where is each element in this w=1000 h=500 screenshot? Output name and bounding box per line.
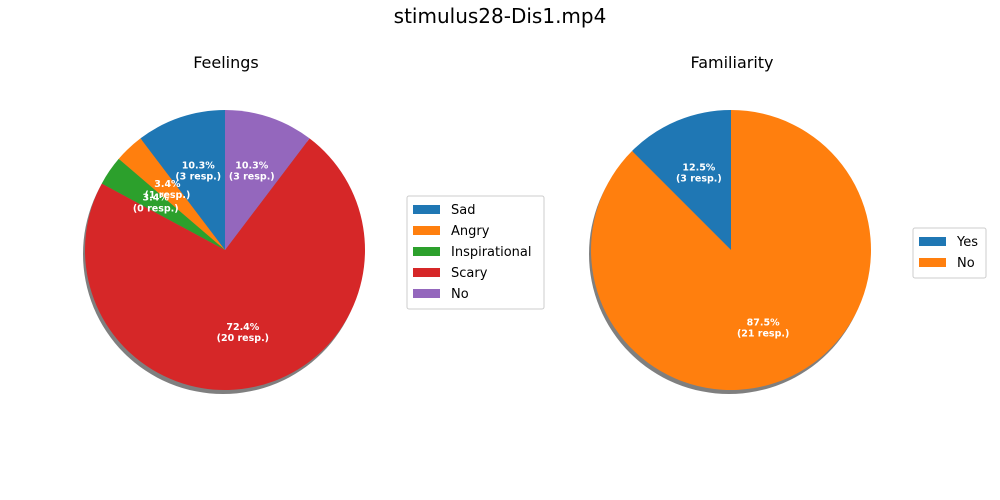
slice-label-angry: 3.4% (1 resp.) — [145, 179, 191, 201]
slice-label-inspirational: 3.4% (0 resp.) — [133, 192, 179, 214]
pie-slice-scary — [85, 138, 365, 390]
legend-swatch-scary — [413, 268, 440, 277]
legend-label-inspirational: Inspirational — [451, 245, 532, 260]
pie-slice-no — [225, 110, 310, 250]
chart-title: Familiarity — [690, 53, 773, 72]
pie-chart-2: Familiarity 12.5% (3 resp.) 87.5% (21 resp.)… — [589, 53, 987, 394]
figure-title: stimulus28-Dis1.mp4 — [393, 4, 607, 28]
pie-slice-angry — [118, 138, 225, 250]
legend-swatch-angry — [413, 226, 440, 235]
legend-label-yes: Yes — [956, 235, 978, 250]
legend-swatch-inspirational — [413, 247, 440, 256]
chart-legend: Sad Angry Inspirational Scary No — [406, 195, 545, 310]
legend-swatch-yes — [919, 237, 946, 246]
pie-slice-no — [591, 110, 871, 390]
legend-swatch-no — [413, 289, 440, 298]
legend-label-no: No — [957, 256, 975, 271]
slice-label-yes: 12.5% (3 resp.) — [676, 162, 722, 184]
chart-title: Feelings — [193, 53, 259, 72]
slice-label-no: 87.5% (21 resp.) — [737, 318, 789, 340]
legend-label-scary: Scary — [451, 266, 488, 281]
chart-legend: Yes No — [912, 227, 987, 279]
pie-slice-inspirational — [101, 158, 225, 250]
pie-slice-yes — [632, 110, 731, 250]
slice-label-no: 10.3% (3 resp.) — [229, 160, 275, 182]
legend-swatch-no — [919, 258, 946, 267]
legend-swatch-sad — [413, 205, 440, 214]
slice-label-scary: 72.4% (20 resp.) — [217, 322, 269, 344]
legend-label-sad: Sad — [451, 203, 475, 218]
legend-label-no: No — [451, 287, 469, 302]
legend-frame — [406, 195, 545, 310]
pie-slice-sad — [140, 110, 225, 250]
slice-label-sad: 10.3% (3 resp.) — [175, 160, 221, 182]
legend-label-angry: Angry — [451, 224, 490, 239]
